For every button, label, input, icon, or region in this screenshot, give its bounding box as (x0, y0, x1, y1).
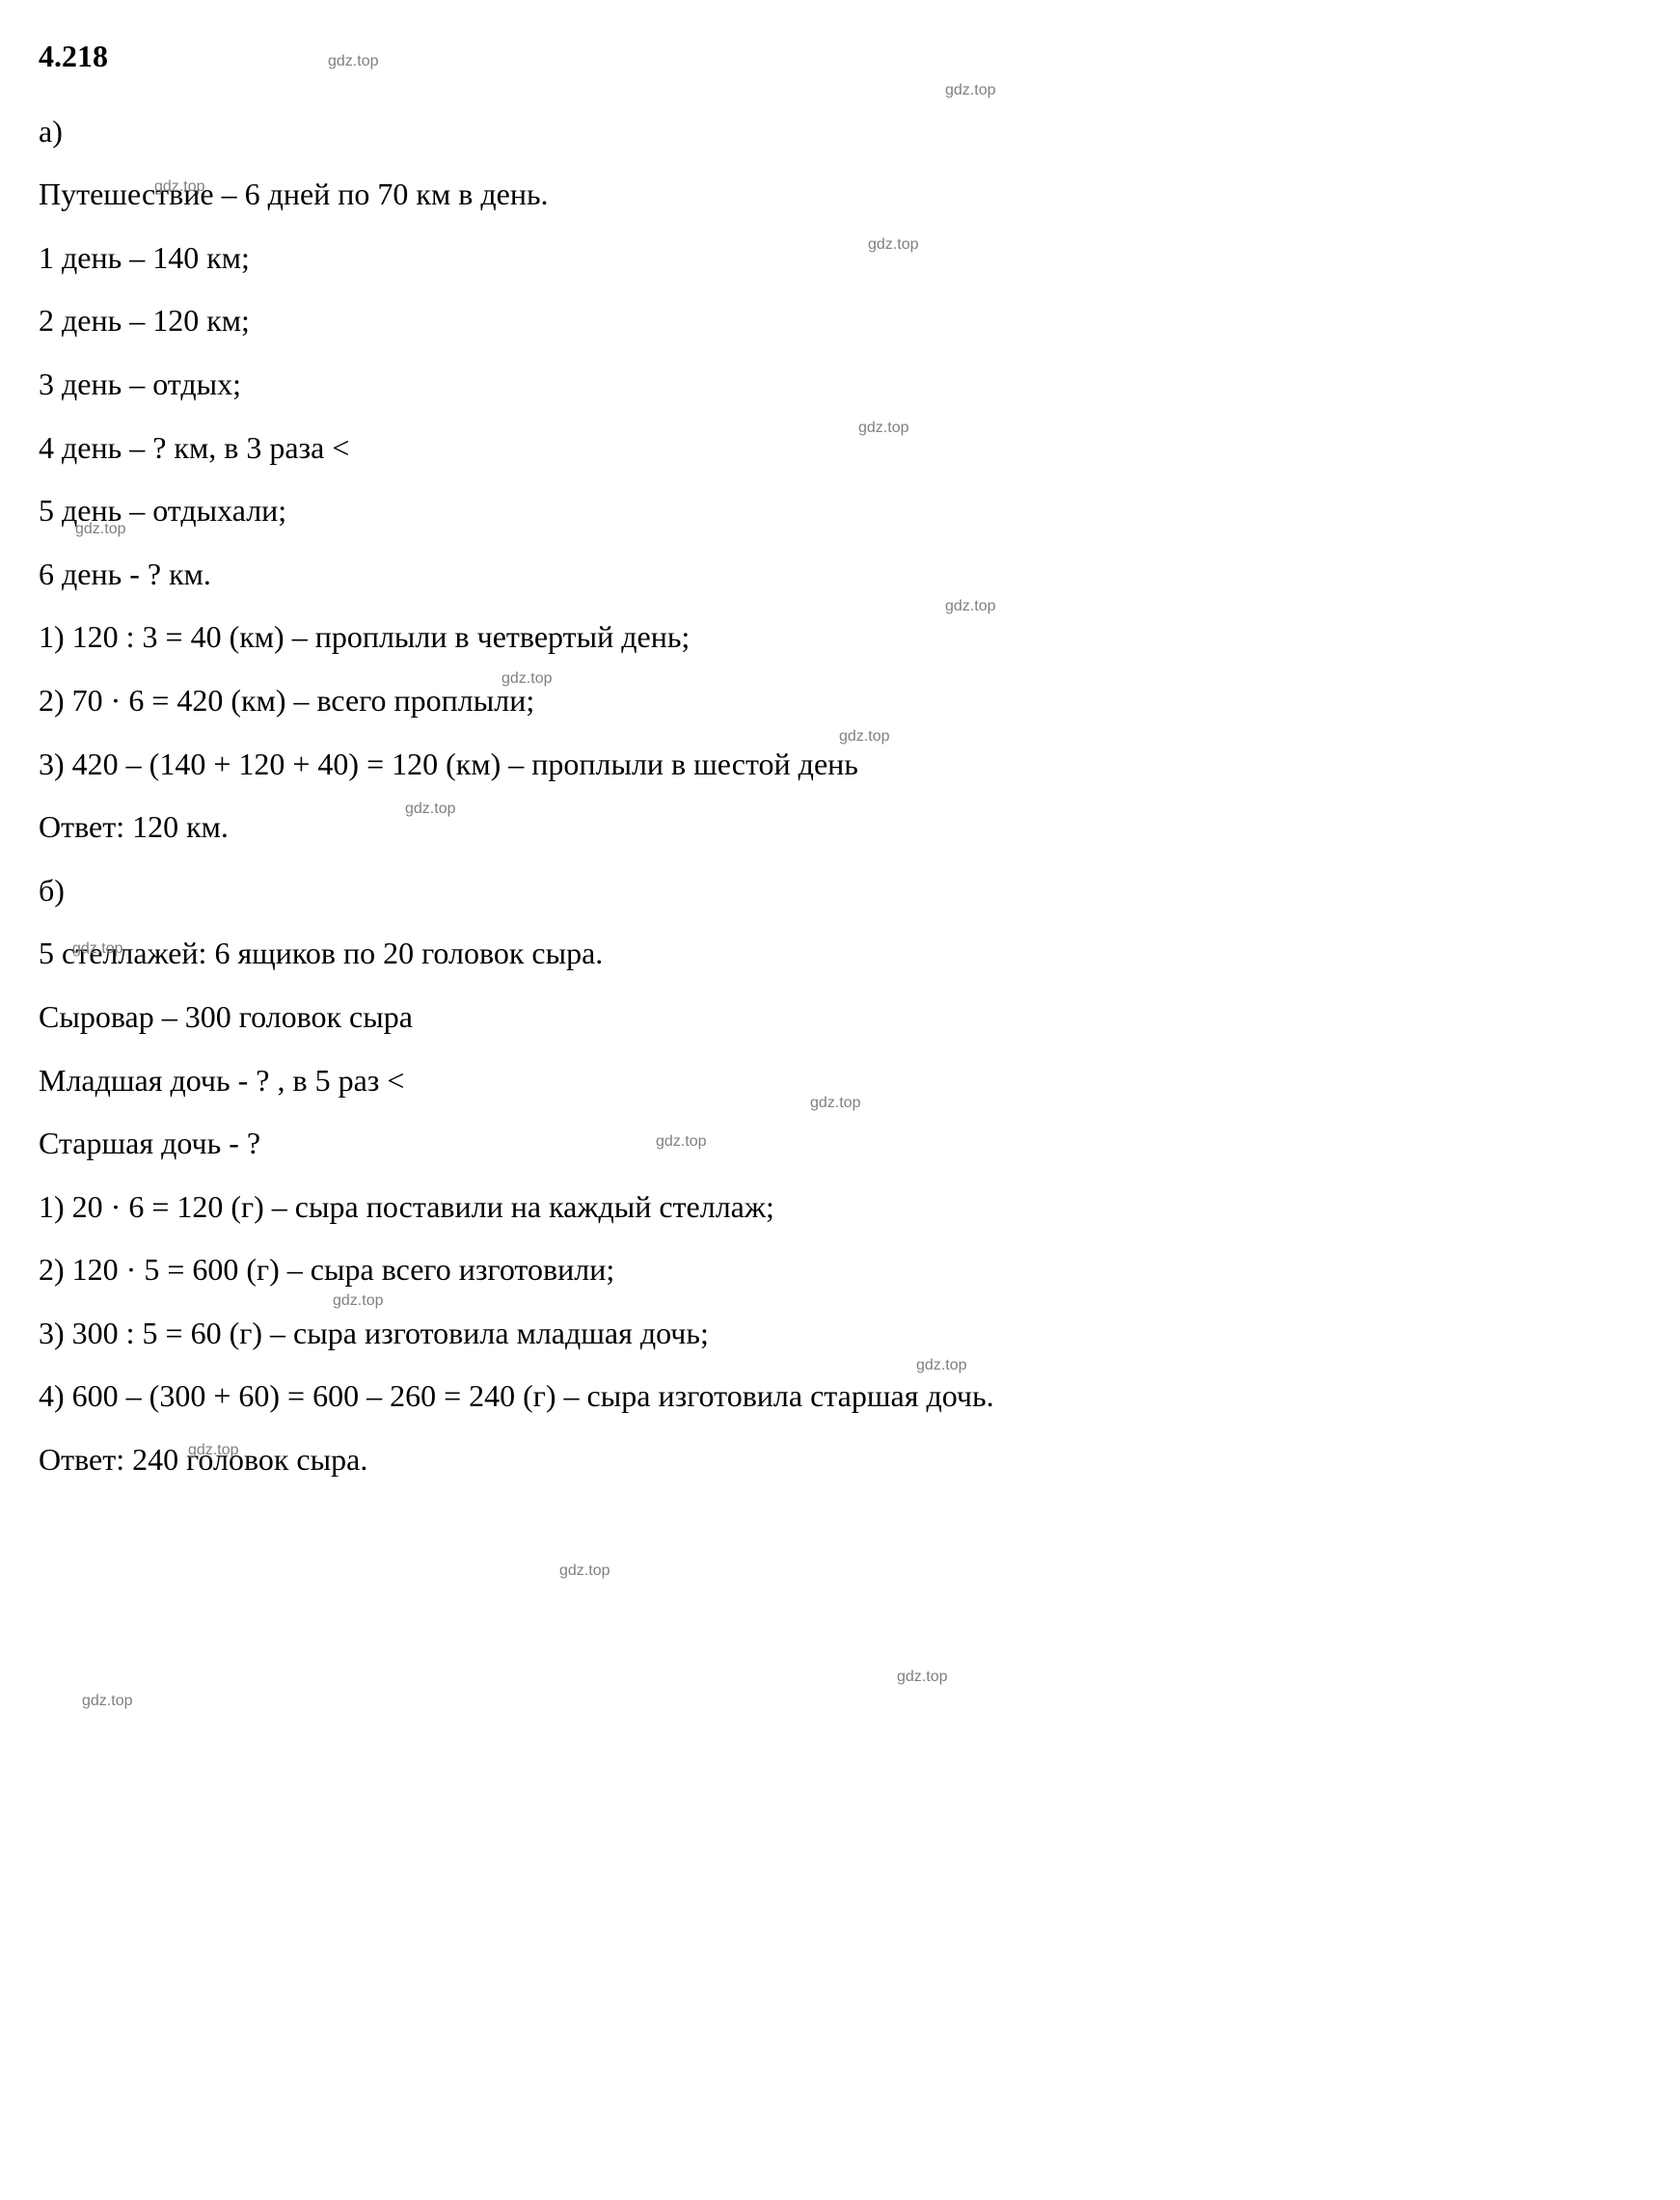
answer-line: Ответ: 240 головок сыра. (39, 1432, 1641, 1488)
step-line: 2) 120 · 5 = 600 (г) – сыра всего изгото… (39, 1242, 1641, 1298)
watermark-text: gdz.top (559, 1558, 610, 1586)
part-b-label: б) (39, 863, 1641, 919)
day-line: 5 день – отдыхали; (39, 483, 1641, 539)
watermark-text: gdz.top (897, 1664, 947, 1692)
answer-line: Ответ: 120 км. (39, 800, 1641, 856)
problem-number: 4.218 (39, 29, 1641, 85)
step-line: 4) 600 – (300 + 60) = 600 – 260 = 240 (г… (39, 1369, 1641, 1425)
day-line: 4 день – ? км, в 3 раза < (39, 421, 1641, 476)
day-line: 2 день – 120 км; (39, 293, 1641, 349)
day-line: 6 день - ? км. (39, 547, 1641, 603)
step-line: 3) 420 – (140 + 120 + 40) = 120 (км) – п… (39, 737, 1641, 793)
b-line: Старшая дочь - ? (39, 1116, 1641, 1172)
b-line: Сыровар – 300 головок сыра (39, 990, 1641, 1046)
part-b-given: 5 стеллажей: 6 ящиков по 20 головок сыра… (39, 926, 1641, 982)
step-line: 3) 300 : 5 = 60 (г) – сыра изготовила мл… (39, 1306, 1641, 1362)
step-line: 1) 120 : 3 = 40 (км) – проплыли в четвер… (39, 610, 1641, 665)
part-a-label: а) (39, 104, 1641, 160)
watermark-text: gdz.top (82, 1688, 132, 1716)
step-line: 1) 20 · 6 = 120 (г) – сыра поставили на … (39, 1180, 1641, 1236)
part-a-given: Путешествие – 6 дней по 70 км в день. (39, 167, 1641, 223)
day-line: 3 день – отдых; (39, 357, 1641, 413)
document-container: 4.218 а) Путешествие – 6 дней по 70 км в… (39, 29, 1641, 1488)
step-line: 2) 70 · 6 = 420 (км) – всего проплыли; (39, 673, 1641, 729)
day-line: 1 день – 140 км; (39, 231, 1641, 286)
b-line: Младшая дочь - ? , в 5 раз < (39, 1053, 1641, 1109)
